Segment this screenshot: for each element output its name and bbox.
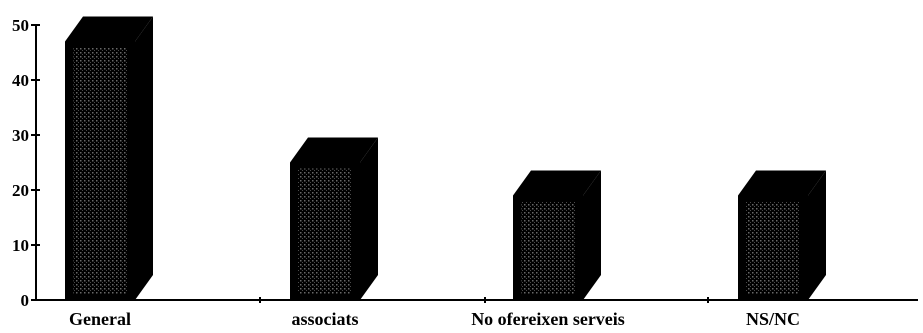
x-category-label: associats [292,309,359,329]
bar-top-face [65,16,153,42]
bar-side-face [583,170,601,300]
bar-texture [521,201,575,294]
y-tick-label: 50 [12,16,29,35]
bar-top-face [290,137,378,163]
bar-top-face [738,170,826,196]
y-tick-label: 30 [12,126,29,145]
y-tick-label: 10 [12,236,29,255]
bar-side-face [808,170,826,300]
x-category-label: No ofereixen serveis [471,309,625,329]
bar-texture [298,168,352,294]
bar [513,170,601,300]
bar-side-face [360,137,378,300]
bar [738,170,826,300]
bars [65,16,826,300]
x-category-label: General [69,309,131,329]
y-tick-label: 0 [21,291,30,310]
bar-top-face [513,170,601,196]
x-category-label: NS/NC [746,309,800,329]
bar-side-face [135,16,153,300]
y-tick-label: 20 [12,181,29,200]
y-tick-label: 40 [12,71,29,90]
bar-texture [746,201,800,294]
y-axis: 0 10 20 30 40 50 [12,16,40,310]
bar-texture [73,47,127,294]
bar [65,16,153,300]
bar [290,137,378,300]
x-axis: General associats No ofereixen serveis NS/N… [36,297,918,329]
